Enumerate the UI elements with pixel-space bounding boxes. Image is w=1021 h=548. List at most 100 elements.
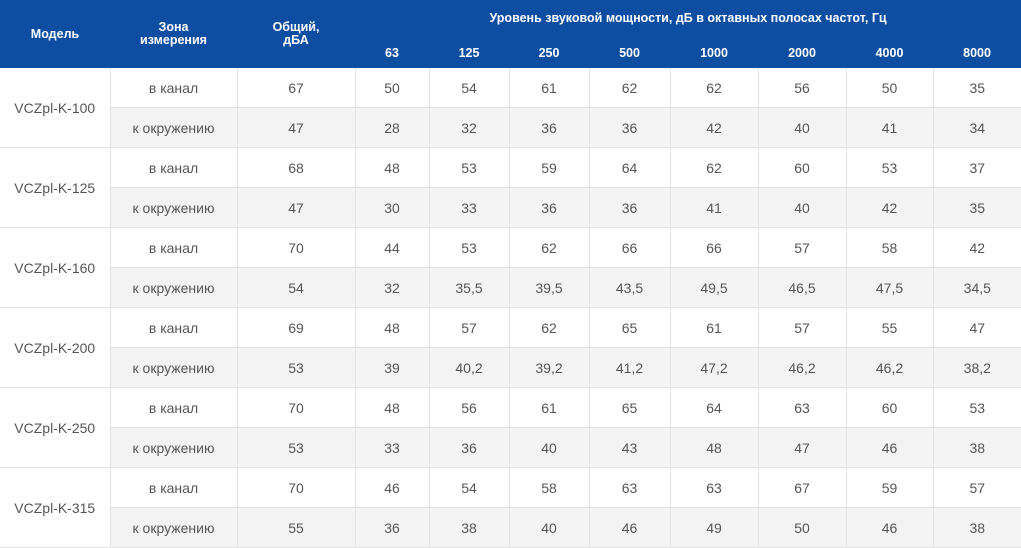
- value-cell-63: 39: [354, 347, 429, 388]
- value-cell-4000: 41: [845, 107, 933, 148]
- value-cell-4000: 46: [845, 507, 933, 548]
- value-cell-8000: 35: [932, 187, 1021, 228]
- value-cell-4000: 53: [845, 147, 933, 188]
- total-cell: 47: [236, 107, 355, 148]
- zone-cell: к окружению: [109, 267, 237, 308]
- total-cell: 70: [236, 467, 355, 508]
- value-cell-125: 36: [428, 427, 509, 468]
- value-cell-500: 36: [588, 187, 670, 228]
- total-cell: 67: [236, 68, 355, 108]
- total-cell: 55: [236, 507, 355, 548]
- value-cell-1000: 42: [669, 107, 758, 148]
- table-row: VCZpl-K-100 в канал 67 50 54 61 62 62 56 50 35: [0, 68, 1021, 148]
- table-header: Модель Зона измерения Общий, дБА Уровень…: [0, 0, 1021, 68]
- value-cell-500: 66: [588, 227, 670, 268]
- table-row: к окружению 54 32 35,5 39,5 43,5 49,5 46,5 47,5 3…: [0, 267, 1021, 308]
- total-cell: 53: [236, 347, 355, 388]
- value-cell-4000: 42: [845, 187, 933, 228]
- value-cell-1000: 41: [669, 187, 758, 228]
- value-cell-125: 38: [428, 507, 509, 548]
- zone-cell: в канал: [109, 467, 237, 508]
- value-cell-2000: 57: [757, 307, 846, 348]
- table-row: к окружению 47 28 32 36 36 42 40 41 34: [0, 107, 1021, 148]
- value-cell-125: 56: [428, 387, 509, 428]
- value-cell-250: 58: [508, 467, 589, 508]
- table-row: VCZpl-K-315 в канал 70 46 54 58 63 63 67 59 57: [0, 467, 1021, 548]
- value-cell-500: 43: [588, 427, 670, 468]
- value-cell-250: 40: [508, 507, 589, 548]
- value-cell-2000: 57: [757, 227, 846, 268]
- model-name: VCZpl-K-100: [0, 68, 110, 148]
- value-cell-63: 50: [354, 68, 429, 108]
- total-cell: 69: [236, 307, 355, 348]
- value-cell-500: 64: [588, 147, 670, 188]
- value-cell-4000: 58: [845, 227, 933, 268]
- value-cell-2000: 46,5: [757, 267, 846, 308]
- value-cell-1000: 62: [669, 147, 758, 188]
- table-row: к окружению 47 30 33 36 36 41 40 42 35: [0, 187, 1021, 228]
- value-cell-1000: 48: [669, 427, 758, 468]
- table-body: VCZpl-K-100 в канал 67 50 54 61 62 62 56 50 35 к ок…: [0, 68, 1021, 548]
- value-cell-250: 62: [508, 227, 589, 268]
- header-freq-500: 500: [589, 36, 670, 68]
- zone-cell: в канал: [109, 227, 237, 268]
- value-cell-2000: 60: [757, 147, 846, 188]
- value-cell-250: 61: [508, 68, 589, 108]
- value-cell-8000: 38,2: [932, 347, 1021, 388]
- value-cell-250: 39,2: [508, 347, 589, 388]
- value-cell-500: 65: [588, 387, 670, 428]
- header-freq-125: 125: [429, 36, 509, 68]
- value-cell-125: 53: [428, 147, 509, 188]
- value-cell-2000: 40: [757, 107, 846, 148]
- value-cell-1000: 63: [669, 467, 758, 508]
- value-cell-4000: 59: [845, 467, 933, 508]
- value-cell-125: 54: [428, 467, 509, 508]
- value-cell-63: 36: [354, 507, 429, 548]
- value-cell-2000: 67: [757, 467, 846, 508]
- total-cell: 70: [236, 387, 355, 428]
- value-cell-1000: 64: [669, 387, 758, 428]
- value-cell-2000: 47: [757, 427, 846, 468]
- value-cell-250: 39,5: [508, 267, 589, 308]
- header-freq-2000: 2000: [758, 36, 846, 68]
- value-cell-250: 62: [508, 307, 589, 348]
- value-cell-500: 63: [588, 467, 670, 508]
- value-cell-63: 28: [354, 107, 429, 148]
- value-cell-4000: 50: [845, 68, 933, 108]
- value-cell-8000: 34,5: [932, 267, 1021, 308]
- zone-cell: в канал: [109, 307, 237, 348]
- value-cell-500: 62: [588, 68, 670, 108]
- table-row: VCZpl-K-250 в канал 70 48 56 61 65 64 63 60 53: [0, 387, 1021, 468]
- header-freq-1000: 1000: [670, 36, 758, 68]
- value-cell-8000: 34: [932, 107, 1021, 148]
- zone-cell: к окружению: [109, 507, 237, 548]
- value-cell-250: 36: [508, 187, 589, 228]
- table-row: к окружению 55 36 38 40 46 49 50 46 38: [0, 507, 1021, 548]
- value-cell-125: 33: [428, 187, 509, 228]
- value-cell-2000: 63: [757, 387, 846, 428]
- value-cell-63: 32: [354, 267, 429, 308]
- value-cell-125: 57: [428, 307, 509, 348]
- zone-cell: к окружению: [109, 107, 237, 148]
- value-cell-2000: 46,2: [757, 347, 846, 388]
- value-cell-8000: 35: [932, 68, 1021, 108]
- total-cell: 53: [236, 427, 355, 468]
- header-zone: Зона измерения: [110, 0, 237, 68]
- header-freq-4000: 4000: [846, 36, 933, 68]
- zone-cell: к окружению: [109, 187, 237, 228]
- value-cell-63: 48: [354, 387, 429, 428]
- value-cell-1000: 66: [669, 227, 758, 268]
- table-row: VCZpl-K-160 в канал 70 44 53 62 66 66 57 58 42: [0, 227, 1021, 308]
- value-cell-1000: 49: [669, 507, 758, 548]
- model-name: VCZpl-K-125: [0, 147, 110, 228]
- value-cell-63: 33: [354, 427, 429, 468]
- table-row: к окружению 53 33 36 40 43 48 47 46 38: [0, 427, 1021, 468]
- value-cell-8000: 37: [932, 147, 1021, 188]
- value-cell-8000: 53: [932, 387, 1021, 428]
- value-cell-250: 36: [508, 107, 589, 148]
- value-cell-500: 46: [588, 507, 670, 548]
- model-name: VCZpl-K-200: [0, 307, 110, 388]
- header-octave-group: Уровень звуковой мощности, дБ в октавных…: [355, 0, 1021, 36]
- value-cell-500: 43,5: [588, 267, 670, 308]
